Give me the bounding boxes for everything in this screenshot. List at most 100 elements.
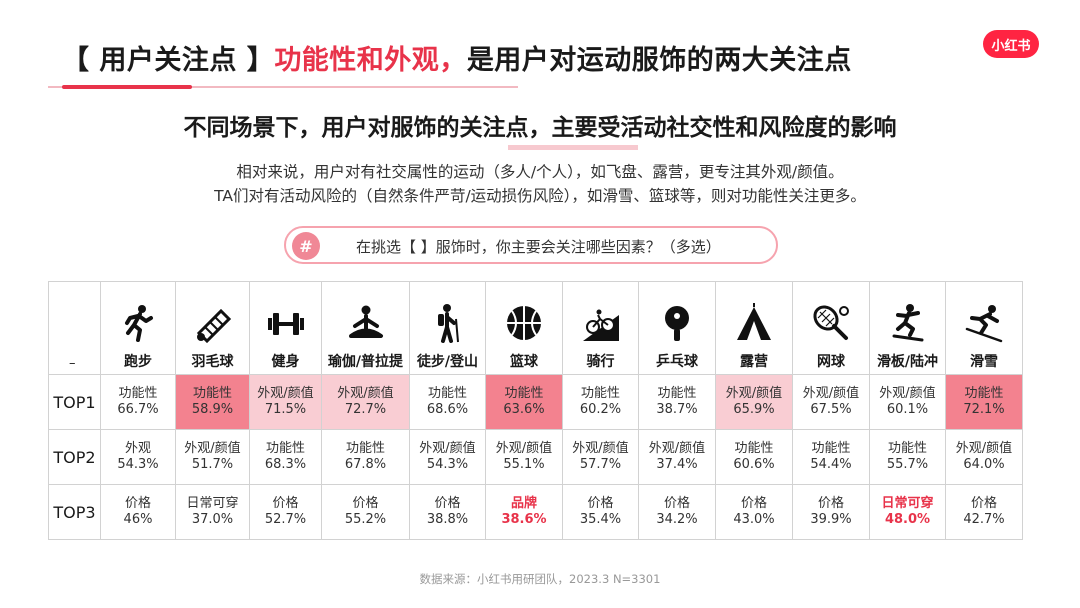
column-header-basketball: 篮球 — [485, 281, 563, 375]
factor-label: 价格 — [587, 496, 614, 511]
tent-icon — [716, 303, 792, 347]
percentage-value: 37.4% — [656, 457, 698, 472]
bicycle-icon — [563, 303, 638, 347]
factor-label: 功能性 — [504, 386, 544, 401]
title-underline — [48, 86, 518, 88]
factor-label: 外观/颜值 — [648, 441, 706, 456]
header-row: – 跑步 羽毛球 健身 瑜伽/普拉提 徒步/登山 篮球 骑行 — [48, 281, 1023, 375]
percentage-value: 34.2% — [656, 512, 698, 527]
factor-label: 外观/颜值 — [879, 386, 936, 401]
table-cell: 功能性 58.9% — [175, 374, 250, 430]
data-source: 数据来源：小红书用研团队，2023.3 N=3301 — [419, 572, 661, 586]
percentage-value: 60.1% — [886, 402, 929, 417]
percentage-value: 63.6% — [503, 402, 545, 417]
hashtag-icon: # — [292, 232, 320, 260]
column-header-cycling: 骑行 — [562, 281, 639, 375]
description-line-2: TA们对有活动风险的（自然条件严苛/运动损伤风险），如滑雪、篮球等，则对功能性关… — [214, 187, 866, 205]
table-cell: 日常可穿 48.0% — [869, 484, 946, 540]
table-cell: 功能性 68.6% — [409, 374, 486, 430]
percentage-value: 52.7% — [264, 512, 307, 527]
percentage-value: 35.4% — [579, 512, 622, 527]
column-header-running: 跑步 — [100, 281, 176, 375]
factor-label: 价格 — [124, 496, 151, 511]
column-label: 羽毛球 — [191, 354, 234, 370]
table-cell: 品牌 38.6% — [485, 484, 563, 540]
factor-label: 价格 — [817, 496, 844, 511]
factor-label: 外观/颜值 — [257, 386, 314, 401]
factor-label: 外观/颜值 — [955, 441, 1013, 456]
table-cell: 价格 55.2% — [321, 484, 410, 540]
row-label: TOP1 — [48, 374, 101, 430]
percentage-value: 38.7% — [656, 402, 698, 417]
factor-label: 功能性 — [427, 386, 467, 401]
table-cell: 功能性 63.6% — [485, 374, 563, 430]
percentage-value: 39.9% — [810, 512, 852, 527]
factor-label: 外观/颜值 — [495, 441, 553, 456]
survey-question: # 在挑选【 】服饰时，你主要会关注哪些因素？（多选） — [284, 226, 778, 264]
percentage-value: 60.6% — [733, 457, 775, 472]
percentage-value: 67.5% — [810, 402, 852, 417]
percentage-value: 72.1% — [963, 402, 1005, 417]
percentage-value: 72.7% — [344, 402, 387, 417]
column-header-yoga: 瑜伽/普拉提 — [321, 281, 410, 375]
column-header-camping: 露营 — [715, 281, 793, 375]
percentage-value: 38.6% — [501, 512, 547, 527]
page-title: 【 用户关注点 】功能性和外观，是用户对运动服饰的两大关注点 — [62, 38, 852, 77]
column-label: 乒乓球 — [656, 354, 698, 370]
running-icon — [101, 303, 175, 347]
percentage-value: 71.5% — [264, 402, 307, 417]
percentage-value: 58.9% — [191, 402, 234, 417]
table-cell: 价格 42.7% — [945, 484, 1023, 540]
table-cell: 外观/颜值 54.3% — [409, 429, 486, 485]
percentage-value: 55.7% — [886, 457, 929, 472]
factor-label: 外观/颜值 — [419, 441, 476, 456]
table-cell: 价格 35.4% — [562, 484, 639, 540]
factor-label: 外观/颜值 — [725, 386, 783, 401]
factor-label: 价格 — [663, 496, 690, 511]
factor-label: 外观 — [124, 441, 151, 456]
column-header-skateboard: 滑板/陆冲 — [869, 281, 946, 375]
factor-label: 功能性 — [657, 386, 697, 401]
percentage-value: 65.9% — [733, 402, 775, 417]
table-row: TOP1 功能性 66.7% 功能性 58.9% 外观/颜值 71.5% 外观/颜值 72.7%… — [48, 374, 1023, 430]
percentage-value: 43.0% — [733, 512, 775, 527]
table-cell: 价格 46% — [100, 484, 176, 540]
basketball-icon — [486, 303, 562, 347]
row-label: TOP3 — [48, 484, 101, 540]
subtitle-underline — [508, 145, 638, 150]
table-cell: 外观/颜值 65.9% — [715, 374, 793, 430]
table-cell: 功能性 38.7% — [638, 374, 716, 430]
corner-label: – — [69, 356, 76, 371]
column-label: 跑步 — [124, 354, 152, 370]
factor-label: 外观/颜值 — [572, 441, 629, 456]
percentage-value: 64.0% — [963, 457, 1005, 472]
percentage-value: 57.7% — [579, 457, 622, 472]
dumbbell-icon — [250, 303, 321, 347]
factor-label: 外观/颜值 — [184, 441, 241, 456]
table-cell: 外观/颜值 55.1% — [485, 429, 563, 485]
column-header-hiking: 徒步/登山 — [409, 281, 486, 375]
column-label: 徒步/登山 — [416, 354, 479, 370]
table-cell: 外观/颜值 37.4% — [638, 429, 716, 485]
factor-label: 外观/颜值 — [337, 386, 394, 401]
title-prefix: 【 用户关注点 】 — [62, 45, 275, 76]
table-cell: 价格 34.2% — [638, 484, 716, 540]
xiaohongshu-logo: 小红书 — [983, 30, 1039, 58]
table-cell: 外观/颜值 57.7% — [562, 429, 639, 485]
column-header-fitness: 健身 — [249, 281, 322, 375]
table-cell: 功能性 72.1% — [945, 374, 1023, 430]
table-cell: 价格 43.0% — [715, 484, 793, 540]
percentage-value: 54.3% — [117, 457, 159, 472]
factor-label: 价格 — [970, 496, 997, 511]
factor-label: 功能性 — [734, 441, 774, 456]
table-cell: 功能性 60.6% — [715, 429, 793, 485]
table-cell: 功能性 54.4% — [792, 429, 870, 485]
factor-label: 日常可穿 — [881, 496, 934, 511]
percentage-value: 68.3% — [264, 457, 307, 472]
table-cell: 功能性 66.7% — [100, 374, 176, 430]
title-suffix: 是用户对运动服饰的两大关注点 — [466, 45, 852, 76]
table-cell: 外观/颜值 51.7% — [175, 429, 250, 485]
column-header-skiing: 滑雪 — [945, 281, 1023, 375]
table-cell: 外观/颜值 71.5% — [249, 374, 322, 430]
percentage-value: 67.8% — [344, 457, 387, 472]
